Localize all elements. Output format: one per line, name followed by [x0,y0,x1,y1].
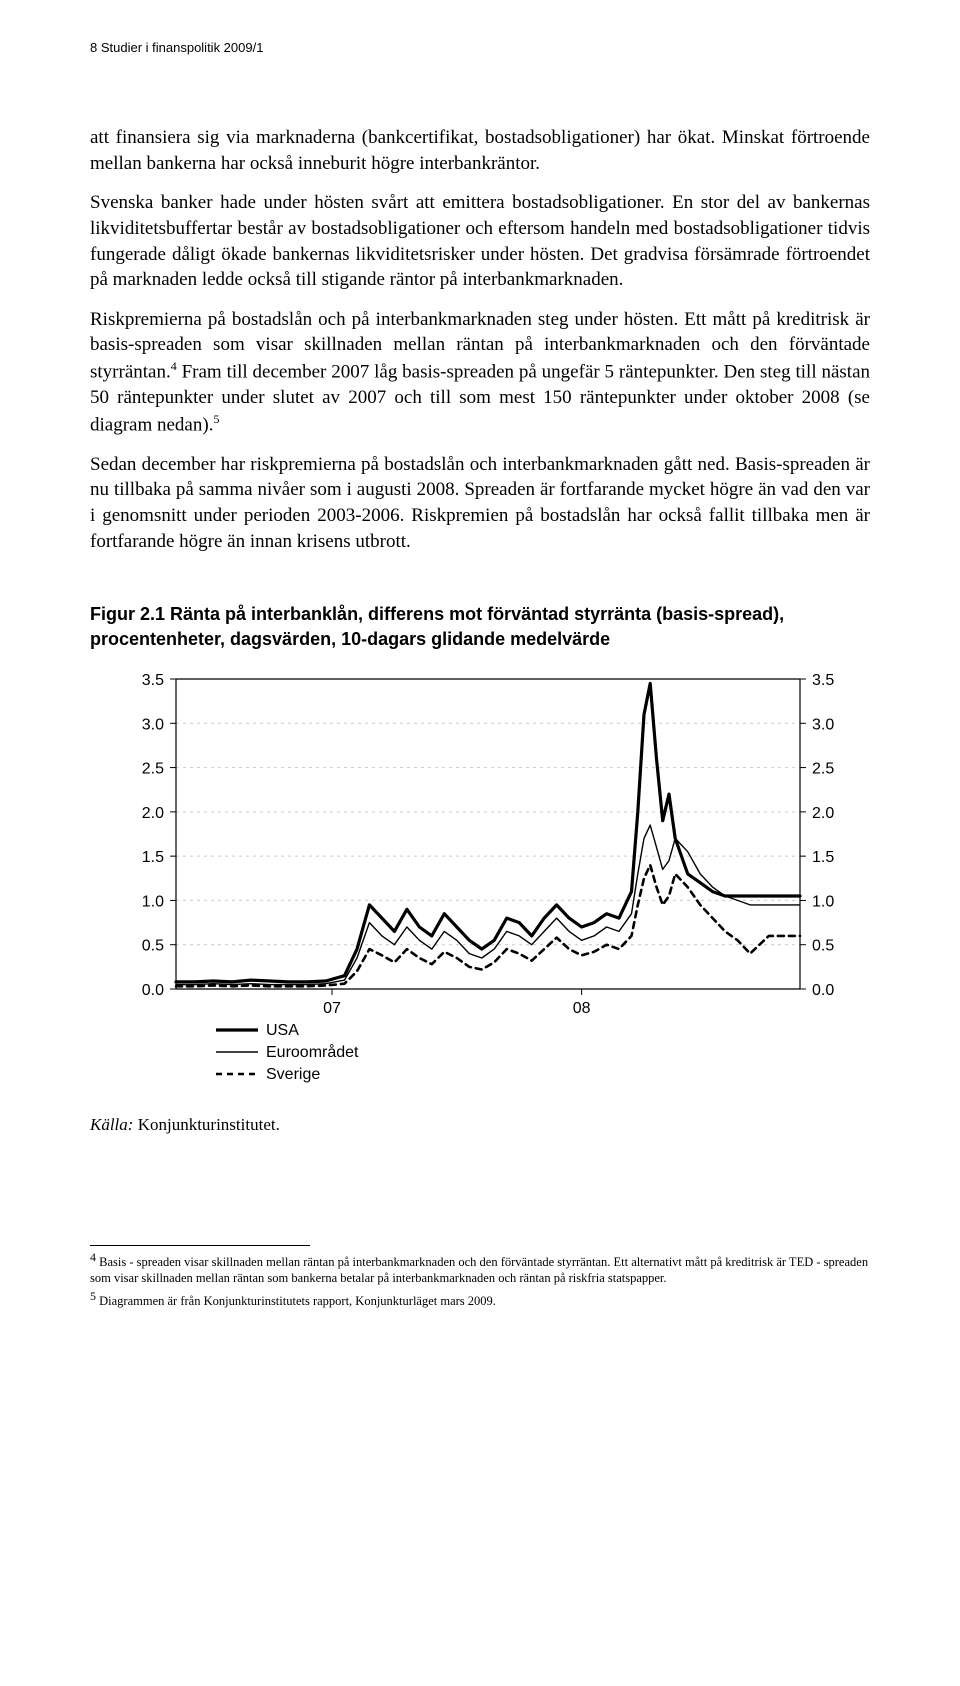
source-label: Källa: [90,1115,133,1134]
svg-text:3.5: 3.5 [142,672,164,689]
svg-text:0.5: 0.5 [812,938,834,955]
basis-spread-chart: 0.0 0.0 0.5 0.5 1.0 1.0 1.5 1.5 2.0 2.0 2.5 2.5 3.0 3… [118,669,858,1099]
svg-text:1.5: 1.5 [142,849,164,866]
figure-source: Källa: Konjunkturinstitutet. [90,1115,870,1135]
svg-text:3.5: 3.5 [812,672,834,689]
paragraph-4: Sedan december har riskpremierna på bost… [90,452,870,555]
page-header: 8 Studier i finanspolitik 2009/1 [90,40,870,55]
svg-text:Euroområdet: Euroområdet [266,1043,359,1061]
svg-text:USA: USA [266,1022,299,1039]
svg-text:Sverige: Sverige [266,1066,320,1083]
paragraph-3b: Fram till december 2007 låg basis-spread… [90,361,870,435]
page: 8 Studier i finanspolitik 2009/1 att fin… [0,0,960,1351]
paragraph-1: att finansiera sig via marknaderna (bank… [90,125,870,176]
footnote-4: 4 Basis - spreaden visar skillnaden mell… [90,1250,870,1287]
svg-text:08: 08 [573,1000,591,1017]
source-value: Konjunkturinstitutet. [133,1115,279,1134]
svg-text:0.0: 0.0 [142,982,164,999]
svg-text:1.0: 1.0 [142,893,164,910]
footnotes: 4 Basis - spreaden visar skillnaden mell… [90,1246,870,1309]
paragraph-2: Svenska banker hade under hösten svårt a… [90,190,870,293]
svg-text:1.0: 1.0 [812,893,834,910]
paragraph-3: Riskpremierna på bostadslån och på inter… [90,307,870,438]
svg-text:2.0: 2.0 [812,805,834,822]
svg-text:0.5: 0.5 [142,938,164,955]
svg-text:2.5: 2.5 [812,760,834,777]
chart-container: 0.0 0.0 0.5 0.5 1.0 1.0 1.5 1.5 2.0 2.0 2.5 2.5 3.0 3… [118,669,870,1099]
footnote-5-text: Diagrammen är från Konjunkturinstitutets… [96,1294,496,1308]
svg-text:3.0: 3.0 [812,716,834,733]
svg-text:2.0: 2.0 [142,805,164,822]
footnote-5: 5 Diagrammen är från Konjunkturinstitute… [90,1289,870,1309]
footnote-ref-5: 5 [213,412,219,426]
svg-text:3.0: 3.0 [142,716,164,733]
svg-text:1.5: 1.5 [812,849,834,866]
svg-text:0.0: 0.0 [812,982,834,999]
svg-text:07: 07 [323,1000,341,1017]
svg-text:2.5: 2.5 [142,760,164,777]
body-text: att finansiera sig via marknaderna (bank… [90,125,870,554]
figure-title: Figur 2.1 Ränta på interbanklån, differe… [90,602,870,651]
footnote-4-text: Basis - spreaden visar skillnaden mellan… [90,1255,868,1285]
